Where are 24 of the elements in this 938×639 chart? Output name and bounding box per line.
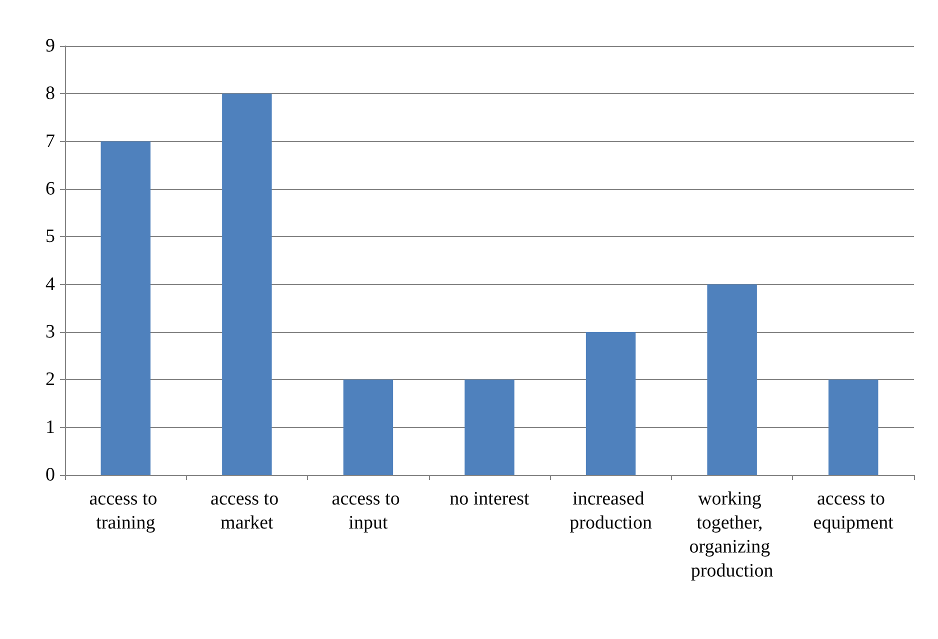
bar xyxy=(707,284,757,475)
y-tick-label: 2 xyxy=(46,369,55,390)
y-tick-label: 5 xyxy=(46,226,55,248)
x-tick-label: working together, organizing production xyxy=(689,488,775,582)
x-tick-label: access to input xyxy=(332,488,405,534)
bar xyxy=(828,380,878,475)
y-tick-label: 9 xyxy=(46,36,55,56)
y-tick-label: 6 xyxy=(46,178,55,200)
y-tick-label: 0 xyxy=(46,464,55,486)
x-tick-label: increased production xyxy=(570,488,652,534)
y-tick-label: 8 xyxy=(46,83,55,104)
x-tick-label: no interest xyxy=(450,488,530,510)
bar xyxy=(222,94,272,475)
x-tick-label: access to equipment xyxy=(813,488,894,534)
x-tick-label: access to market xyxy=(210,488,284,534)
bar xyxy=(586,332,636,475)
y-tick-label: 7 xyxy=(46,130,55,152)
bar xyxy=(343,380,394,475)
y-tick-label: 4 xyxy=(46,274,56,295)
x-tick-label: access to training xyxy=(89,488,162,534)
y-tick-label: 3 xyxy=(46,322,55,342)
bar xyxy=(100,141,151,475)
y-tick-label: 1 xyxy=(46,416,55,438)
bar xyxy=(464,380,514,475)
